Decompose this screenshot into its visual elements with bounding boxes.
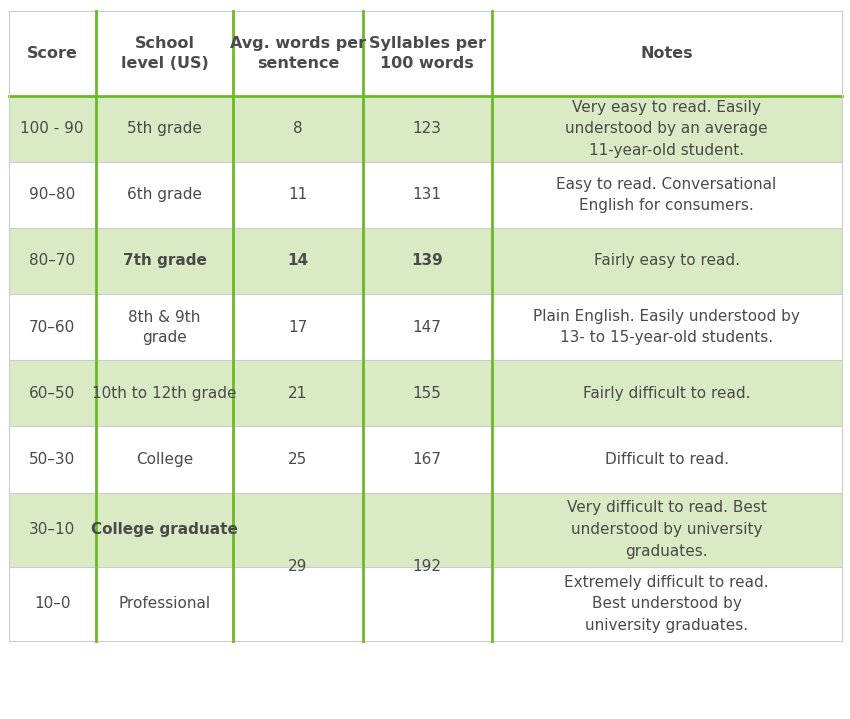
Text: 131: 131: [412, 188, 442, 202]
Text: 6th grade: 6th grade: [128, 188, 202, 202]
Text: 7th grade: 7th grade: [122, 254, 207, 268]
Text: Extremely difficult to read.
Best understood by
university graduates.: Extremely difficult to read. Best unders…: [564, 574, 769, 633]
Text: Avg. words per
sentence: Avg. words per sentence: [230, 36, 366, 70]
Text: 10th to 12th grade: 10th to 12th grade: [93, 386, 237, 400]
Text: 139: 139: [411, 254, 443, 268]
Text: Score: Score: [27, 46, 77, 60]
Text: Fairly easy to read.: Fairly easy to read.: [593, 254, 740, 268]
Text: Plain English. Easily understood by
13- to 15-year-old students.: Plain English. Easily understood by 13- …: [533, 309, 800, 345]
Bar: [8, 567, 842, 641]
Bar: [8, 360, 842, 426]
Text: 8: 8: [293, 122, 303, 136]
Text: Easy to read. Conversational
English for consumers.: Easy to read. Conversational English for…: [557, 177, 777, 213]
Bar: [8, 228, 842, 294]
Text: Difficult to read.: Difficult to read.: [604, 452, 728, 467]
Text: College: College: [136, 452, 193, 467]
Text: 90–80: 90–80: [29, 188, 76, 202]
Text: Very easy to read. Easily
understood by an average
11-year-old student.: Very easy to read. Easily understood by …: [565, 100, 768, 157]
Text: 123: 123: [412, 122, 442, 136]
Text: Very difficult to read. Best
understood by university
graduates.: Very difficult to read. Best understood …: [567, 500, 767, 559]
Text: Professional: Professional: [119, 596, 211, 611]
Bar: [8, 96, 842, 162]
Text: 50–30: 50–30: [29, 452, 76, 467]
Text: 167: 167: [412, 452, 442, 467]
Bar: [8, 426, 842, 493]
Text: 147: 147: [412, 320, 441, 334]
Text: Fairly difficult to read.: Fairly difficult to read.: [583, 386, 751, 400]
Text: Syllables per
100 words: Syllables per 100 words: [369, 36, 485, 70]
Bar: [8, 11, 842, 96]
Text: 25: 25: [288, 452, 308, 467]
Text: College graduate: College graduate: [91, 522, 238, 537]
Text: 8th & 9th
grade: 8th & 9th grade: [128, 310, 201, 344]
Text: 21: 21: [288, 386, 308, 400]
Text: 155: 155: [412, 386, 441, 400]
Text: 17: 17: [288, 320, 308, 334]
Text: 100 - 90: 100 - 90: [20, 122, 84, 136]
Bar: [8, 162, 842, 228]
Text: 30–10: 30–10: [29, 522, 76, 537]
Text: 192: 192: [412, 559, 442, 574]
Text: 10–0: 10–0: [34, 596, 71, 611]
Text: 60–50: 60–50: [29, 386, 76, 400]
Text: 80–70: 80–70: [29, 254, 76, 268]
Text: School
level (US): School level (US): [121, 36, 208, 70]
Bar: [8, 294, 842, 360]
Text: 5th grade: 5th grade: [128, 122, 202, 136]
Text: 29: 29: [288, 559, 308, 574]
Text: 11: 11: [288, 188, 308, 202]
Text: 14: 14: [287, 254, 309, 268]
Text: Notes: Notes: [640, 46, 693, 60]
Bar: [8, 493, 842, 567]
Text: 70–60: 70–60: [29, 320, 76, 334]
